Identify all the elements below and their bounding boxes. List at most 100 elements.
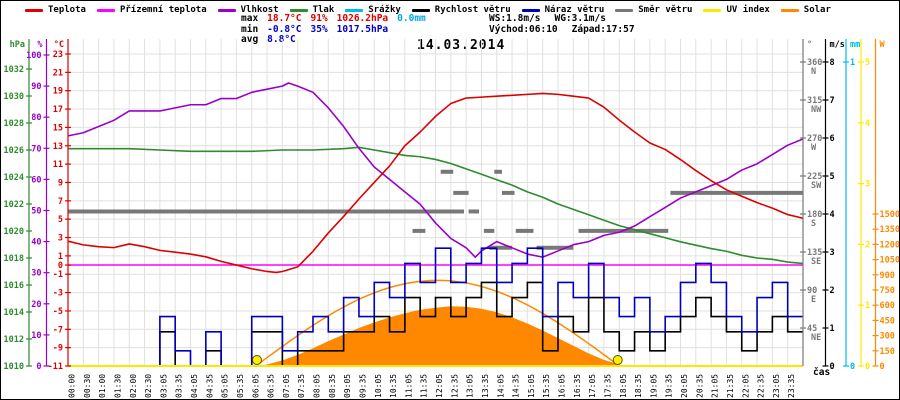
svg-text:00:00: 00:00: [68, 374, 77, 398]
svg-text:%: %: [37, 40, 43, 50]
legend-label: Rychlost větru: [434, 5, 511, 15]
svg-text:06:35: 06:35: [267, 374, 276, 398]
svg-text:22:05: 22:05: [741, 374, 750, 398]
svg-text:15:05: 15:05: [527, 374, 536, 398]
svg-text:3: 3: [865, 180, 870, 190]
svg-text:1018: 1018: [4, 254, 24, 264]
svg-text:7: 7: [830, 96, 835, 106]
x-axis-label: čas: [813, 367, 831, 378]
stat-value: 18.7°C: [267, 13, 302, 24]
svg-text:05:05: 05:05: [221, 374, 230, 398]
series-solar: [257, 306, 626, 366]
axis-hpa: hPa 1032 1030 1028 1026 1024 1022 1020 1018 1016 1…: [4, 39, 32, 372]
svg-text:1050: 1050: [880, 256, 900, 266]
svg-text:6: 6: [830, 134, 835, 144]
legend-item-solar: Solar: [780, 5, 831, 15]
svg-text:1: 1: [850, 58, 855, 68]
svg-text:1500: 1500: [880, 210, 900, 220]
svg-text:900: 900: [880, 271, 895, 281]
svg-text:30: 30: [31, 269, 41, 279]
svg-text:1010: 1010: [4, 362, 24, 372]
svg-text:0: 0: [830, 362, 835, 372]
svg-text:14:35: 14:35: [512, 374, 521, 398]
legend-label: UV index: [726, 5, 770, 15]
svg-text:1028: 1028: [4, 119, 24, 129]
svg-text:22:35: 22:35: [757, 374, 766, 398]
svg-text:04:05: 04:05: [190, 374, 199, 398]
sun-marker-icon: [251, 355, 262, 365]
legend-swatch-icon: [521, 8, 540, 12]
svg-text:18:35: 18:35: [634, 374, 643, 398]
stat-value: 8.8°C: [267, 34, 296, 45]
svg-text:12:05: 12:05: [435, 374, 444, 398]
stat-value: -0.8°C: [267, 23, 302, 35]
svg-text:90: 90: [807, 286, 817, 296]
svg-text:450: 450: [880, 316, 895, 326]
stat-value: min: [241, 23, 259, 35]
svg-text:23:35: 23:35: [787, 374, 796, 398]
svg-text:1: 1: [830, 324, 835, 334]
svg-text:1012: 1012: [4, 335, 24, 345]
svg-text:1350: 1350: [880, 225, 900, 235]
svg-text:19:05: 19:05: [649, 374, 658, 398]
svg-text:06:05: 06:05: [251, 374, 260, 398]
svg-text:0: 0: [850, 362, 855, 372]
svg-text:-9: -9: [53, 344, 63, 354]
svg-text:23:05: 23:05: [772, 374, 781, 398]
svg-text:1026: 1026: [4, 146, 24, 156]
svg-text:1020: 1020: [4, 227, 24, 237]
legend-swatch-icon: [345, 8, 364, 12]
svg-text:4: 4: [830, 210, 835, 220]
x-axis-tick-labels: 00:00 00:30 01:00 01:30 02:00 02:30 03:05 03:35…: [68, 374, 797, 398]
svg-text:360: 360: [807, 58, 822, 68]
svg-text:01:30: 01:30: [113, 374, 122, 398]
series-wind-direction: [68, 169, 803, 250]
svg-text:°: °: [807, 40, 812, 50]
stat-value: Východ:06:10: [489, 23, 558, 35]
svg-text:hPa: hPa: [10, 40, 25, 50]
svg-text:W: W: [811, 143, 817, 153]
svg-text:8: 8: [830, 58, 835, 68]
svg-text:600: 600: [880, 301, 895, 311]
axis-ms: m/s 8 7 6 5 4 3 2 1 0: [822, 39, 845, 372]
sun-marker-icon: [612, 355, 623, 365]
svg-text:SW: SW: [811, 181, 822, 191]
legend-swatch-icon: [25, 8, 43, 12]
svg-text:45: 45: [807, 324, 817, 334]
svg-text:21:35: 21:35: [726, 374, 735, 398]
svg-text:20:05: 20:05: [680, 374, 689, 398]
svg-text:100: 100: [26, 51, 41, 61]
legend-label: Náraz větru: [544, 5, 605, 15]
svg-text:08:35: 08:35: [328, 374, 337, 398]
svg-text:40: 40: [31, 238, 41, 248]
svg-text:21:05: 21:05: [711, 374, 720, 398]
svg-text:07:35: 07:35: [297, 374, 306, 398]
wind-sun-row: Východ:06:10 Západ:17:57: [489, 23, 649, 36]
svg-text:150: 150: [880, 347, 895, 357]
svg-text:E: E: [811, 295, 816, 305]
svg-text:03:05: 03:05: [159, 374, 168, 398]
svg-text:NW: NW: [811, 105, 822, 115]
svg-text:1032: 1032: [4, 65, 24, 75]
svg-text:5: 5: [865, 58, 870, 68]
stats-row: avg 8.8°C: [241, 34, 435, 46]
legend-item-vlhkost: Vlhkost: [217, 5, 279, 15]
svg-text:16:05: 16:05: [558, 374, 567, 398]
svg-text:09:05: 09:05: [343, 374, 352, 398]
svg-text:2: 2: [830, 286, 835, 296]
legend-label: Vlhkost: [240, 5, 279, 15]
svg-text:02:00: 02:00: [129, 374, 138, 398]
svg-text:90: 90: [31, 82, 41, 92]
svg-text:11: 11: [53, 160, 63, 170]
stat-value: WG:3.1m/s: [554, 13, 606, 24]
svg-text:mm: mm: [850, 40, 860, 50]
svg-text:50: 50: [31, 207, 41, 217]
svg-text:21: 21: [53, 68, 63, 78]
stat-value: 0.0mm: [397, 13, 426, 24]
svg-text:15:35: 15:35: [542, 374, 551, 398]
svg-text:270: 270: [807, 134, 822, 144]
svg-text:1200: 1200: [880, 240, 900, 250]
svg-text:NE: NE: [811, 333, 821, 343]
svg-text:5: 5: [830, 172, 835, 182]
